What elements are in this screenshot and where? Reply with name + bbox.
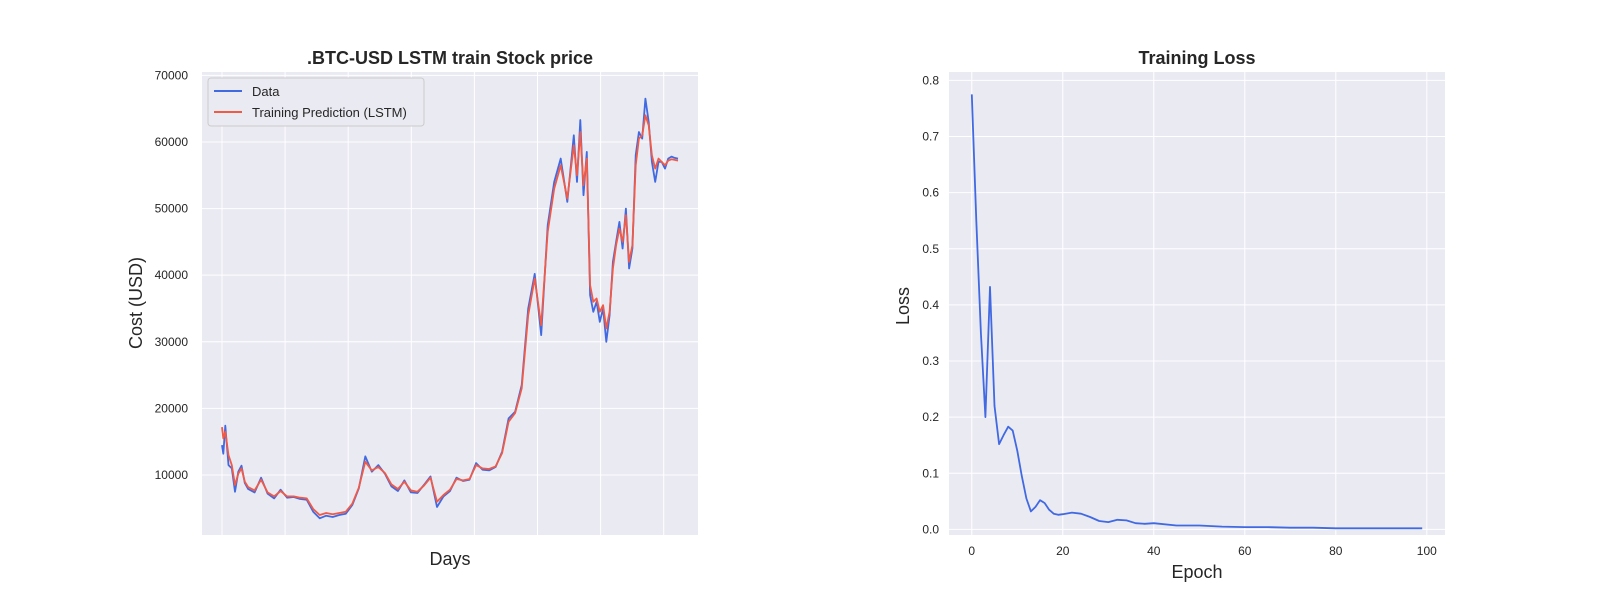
- loss-chart-plot-area: [949, 72, 1445, 535]
- loss-chart-y-tick-label: 0.4: [922, 298, 939, 312]
- loss-chart-y-tick-label: 0.3: [922, 354, 939, 368]
- loss-chart: 0.00.10.20.30.40.50.60.70.80 20 40 60 80 100 …: [893, 48, 1445, 582]
- loss-chart-y-tick-label: 0.6: [922, 186, 939, 200]
- series-line-loss: [970, 94, 1423, 530]
- loss-chart-series: [970, 94, 1423, 530]
- price-chart-y-tick-label: 70000: [155, 68, 189, 82]
- legend-label-data: Data: [252, 84, 280, 99]
- loss-chart-y-tick-label: 0.7: [922, 130, 939, 144]
- price-chart-y-axis-label: Cost (USD): [126, 257, 146, 349]
- loss-chart-y-axis-label: Loss: [893, 287, 913, 325]
- loss-chart-x-tick-label: 20: [1056, 544, 1070, 558]
- series-line-training-prediction: [221, 114, 679, 516]
- price-chart-y-tick-label: 10000: [155, 468, 189, 482]
- price-chart-y-tick-label: 20000: [155, 401, 189, 415]
- price-chart-grid: [202, 72, 698, 535]
- loss-chart-x-tick-label: 60: [1238, 544, 1252, 558]
- price-chart-x-axis-label: Days: [429, 549, 470, 569]
- price-chart-y-tick-label: 30000: [155, 335, 189, 349]
- loss-chart-y-tick-label: 0.2: [922, 410, 939, 424]
- price-chart-y-ticks: 10000 20000 30000 40000 50000 60000 70000: [155, 68, 189, 482]
- loss-chart-title: Training Loss: [1138, 48, 1255, 68]
- loss-chart-y-tick-label: 0.8: [922, 73, 939, 87]
- loss-chart-ticks: 0.0 0.1 0.2 0.3 0.4 0.5 0.6 0.7 0.8 0 20 40 60 80 100: [922, 73, 1437, 558]
- legend-label-training-prediction: Training Prediction (LSTM): [252, 105, 407, 120]
- loss-chart-x-tick-label: 80: [1329, 544, 1343, 558]
- loss-chart-y-tick-label: 0.1: [922, 466, 939, 480]
- loss-chart-grid: [949, 72, 1445, 535]
- price-chart-y-tick-label: 60000: [155, 135, 189, 149]
- price-chart-legend-box: [207, 77, 425, 127]
- price-chart: 10000 20000 30000 40000 50000 60000 70000 .BTC…: [126, 48, 698, 569]
- price-chart-series: [221, 97, 679, 520]
- loss-chart-x-tick-label: 100: [1417, 544, 1437, 558]
- loss-chart-y-tick-label: 0.0: [922, 522, 939, 536]
- loss-chart-x-tick-label: 40: [1147, 544, 1161, 558]
- loss-chart-y-tick-label: 0.5: [922, 242, 939, 256]
- loss-chart-x-axis-label: Epoch: [1171, 562, 1222, 582]
- loss-chart-x-tick-label: 0: [968, 544, 975, 558]
- price-chart-title: .BTC-USD LSTM train Stock price: [307, 48, 593, 68]
- price-chart-legend: Data Training Prediction (LSTM): [207, 77, 425, 127]
- price-chart-y-tick-label: 40000: [155, 268, 189, 282]
- price-chart-y-tick-label: 50000: [155, 202, 189, 216]
